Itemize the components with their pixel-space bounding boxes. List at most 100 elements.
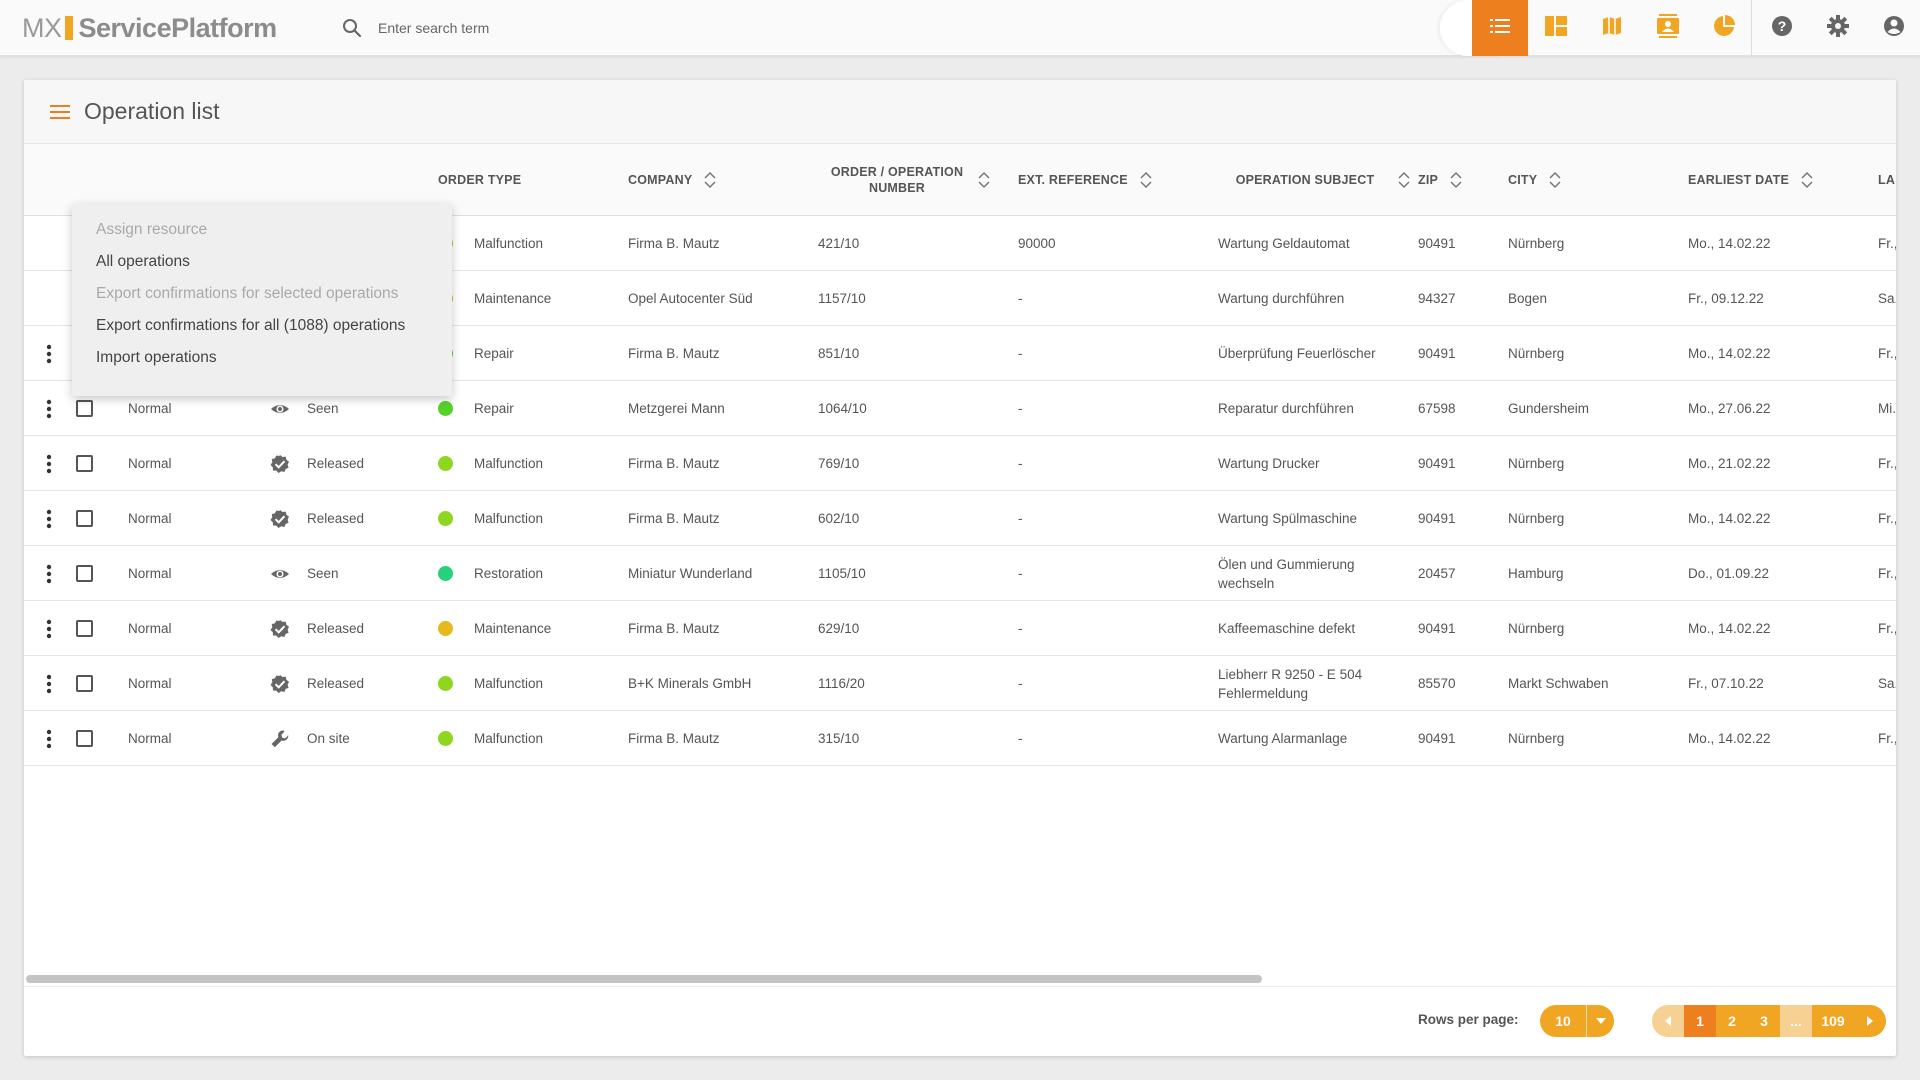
row-checkbox[interactable] (76, 601, 93, 656)
status-icon-cell (270, 436, 290, 491)
table-row[interactable]: Normal Released Malfunction Firma B. Mautz 6… (24, 491, 1896, 546)
menu-item-export-all[interactable]: Export confirmations for all (1088) oper… (96, 317, 406, 334)
row-actions-button[interactable] (46, 326, 52, 381)
checkbox[interactable] (76, 675, 93, 692)
menu-icon[interactable] (50, 104, 70, 120)
nav-contacts-view[interactable] (1640, 0, 1696, 56)
map-icon (1601, 15, 1623, 42)
order-type-dot (438, 676, 453, 691)
row-checkbox[interactable] (76, 546, 93, 601)
next-page-button[interactable] (1854, 1005, 1886, 1037)
col-ext-reference[interactable]: EXT. REFERENCE (1018, 144, 1152, 216)
row-actions-button[interactable] (46, 601, 52, 656)
settings-button[interactable] (1810, 0, 1866, 56)
search-input[interactable] (378, 14, 798, 42)
col-latest-date[interactable]: LA (1878, 144, 1895, 216)
row-actions-button[interactable] (46, 381, 52, 436)
svg-text:?: ? (1778, 18, 1787, 34)
sort-icon[interactable] (1450, 171, 1462, 189)
row-checkbox[interactable] (76, 436, 93, 491)
col-order-type[interactable]: ORDER TYPE (438, 144, 521, 216)
chevron-down-icon[interactable] (1586, 1005, 1614, 1037)
checkbox[interactable] (76, 730, 93, 747)
page-button-last[interactable]: 109 (1812, 1005, 1854, 1037)
checkbox[interactable] (76, 510, 93, 527)
earliest-date-cell: Mo., 14.02.22 (1688, 731, 1771, 746)
order-number-cell: 629/10 (818, 621, 860, 636)
table-row[interactable]: Maintenance Opel Autocenter Süd 1157/10 - Wa… (24, 271, 1896, 326)
row-checkbox[interactable] (76, 656, 93, 711)
sort-icon[interactable] (1398, 171, 1410, 189)
col-zip[interactable]: ZIP (1418, 144, 1462, 216)
app-logo[interactable]: MX ServicePlatform (22, 12, 277, 44)
order-type-cell: Malfunction (474, 456, 544, 471)
nav-reports-view[interactable] (1696, 0, 1752, 56)
order-number-cell: 1064/10 (818, 401, 867, 416)
status-icon-cell (270, 381, 290, 436)
col-order-number-label: ORDER / OPERATION NUMBER (830, 165, 964, 195)
page-button-2[interactable]: 2 (1716, 1005, 1748, 1037)
more-vert-icon (46, 564, 52, 584)
row-actions-button[interactable] (46, 656, 52, 711)
rows-per-page-select[interactable]: 10 (1540, 1005, 1614, 1037)
col-subject[interactable]: OPERATION SUBJECT (1220, 144, 1420, 216)
table-row[interactable]: Normal On site Malfunction Firma B. Mautz 31… (24, 711, 1896, 766)
zip-cell: 90491 (1418, 621, 1456, 636)
more-vert-icon (46, 674, 52, 694)
menu-item-all-operations[interactable]: All operations (96, 253, 190, 270)
checkbox[interactable] (76, 565, 93, 582)
row-checkbox[interactable] (76, 711, 93, 766)
menu-item-import-operations[interactable]: Import operations (96, 349, 217, 366)
nav-dashboard-view[interactable] (1528, 0, 1584, 56)
earliest-date-cell: Mo., 27.06.22 (1688, 401, 1771, 416)
sort-icon[interactable] (1549, 171, 1561, 189)
order-type-cell: Restoration (474, 566, 544, 581)
row-checkbox[interactable] (76, 491, 93, 546)
prev-page-button[interactable] (1652, 1005, 1684, 1037)
order-type-dot-cell (438, 601, 453, 656)
eye-icon (270, 564, 290, 584)
logo-mx: MX (22, 12, 62, 43)
col-earliest-date[interactable]: EARLIEST DATE (1688, 144, 1813, 216)
page-button-3[interactable]: 3 (1748, 1005, 1780, 1037)
account-button[interactable] (1866, 0, 1920, 56)
help-button[interactable]: ? (1754, 0, 1810, 56)
row-actions-button[interactable] (46, 711, 52, 766)
horizontal-scrollbar[interactable] (26, 973, 1892, 983)
col-city[interactable]: CITY (1508, 144, 1561, 216)
page-button-1[interactable]: 1 (1684, 1005, 1716, 1037)
checkbox[interactable] (76, 455, 93, 472)
verified-icon (270, 509, 290, 529)
priority-cell: Normal (128, 731, 172, 746)
row-actions-button[interactable] (46, 436, 52, 491)
scrollbar-thumb[interactable] (26, 975, 1262, 983)
sort-icon[interactable] (978, 171, 990, 189)
checkbox[interactable] (76, 400, 93, 417)
nav-map-view[interactable] (1584, 0, 1640, 56)
sort-icon[interactable] (1140, 171, 1152, 189)
nav-list-view[interactable] (1472, 0, 1528, 56)
sort-icon[interactable] (704, 171, 716, 189)
table-row[interactable]: Normal Released Malfunction B+K Minerals Gm… (24, 656, 1896, 711)
latest-date-cell: Fr., (1878, 346, 1896, 361)
table-row[interactable]: Normal Seen Repair Metzgerei Mann 1064/10 - Re… (24, 381, 1896, 436)
search-icon[interactable] (340, 16, 364, 40)
latest-date-cell: Fr., (1878, 511, 1896, 526)
sort-icon[interactable] (1801, 171, 1813, 189)
order-type-dot-cell (438, 711, 453, 766)
more-vert-icon (46, 729, 52, 749)
row-actions-button[interactable] (46, 546, 52, 601)
table-row[interactable]: Normal Seen Restoration Miniatur Wunderland… (24, 546, 1896, 601)
col-order-number[interactable]: ORDER / OPERATION NUMBER (822, 144, 992, 216)
col-company[interactable]: COMPANY (628, 144, 716, 216)
subject-cell: Wartung Alarmanlage (1218, 731, 1348, 746)
status-cell: Seen (307, 401, 339, 416)
row-checkbox[interactable] (76, 381, 93, 436)
earliest-date-cell: Fr., 07.10.22 (1688, 676, 1764, 691)
checkbox[interactable] (76, 620, 93, 637)
row-actions-button[interactable] (46, 491, 52, 546)
table-row[interactable]: Normal Released Malfunction Firma B. Mautz 7… (24, 436, 1896, 491)
table-row[interactable]: Normal Released Maintenance Firma B. Mautz 6… (24, 601, 1896, 656)
priority-cell: Normal (128, 566, 172, 581)
dashboard-icon (1545, 15, 1567, 41)
